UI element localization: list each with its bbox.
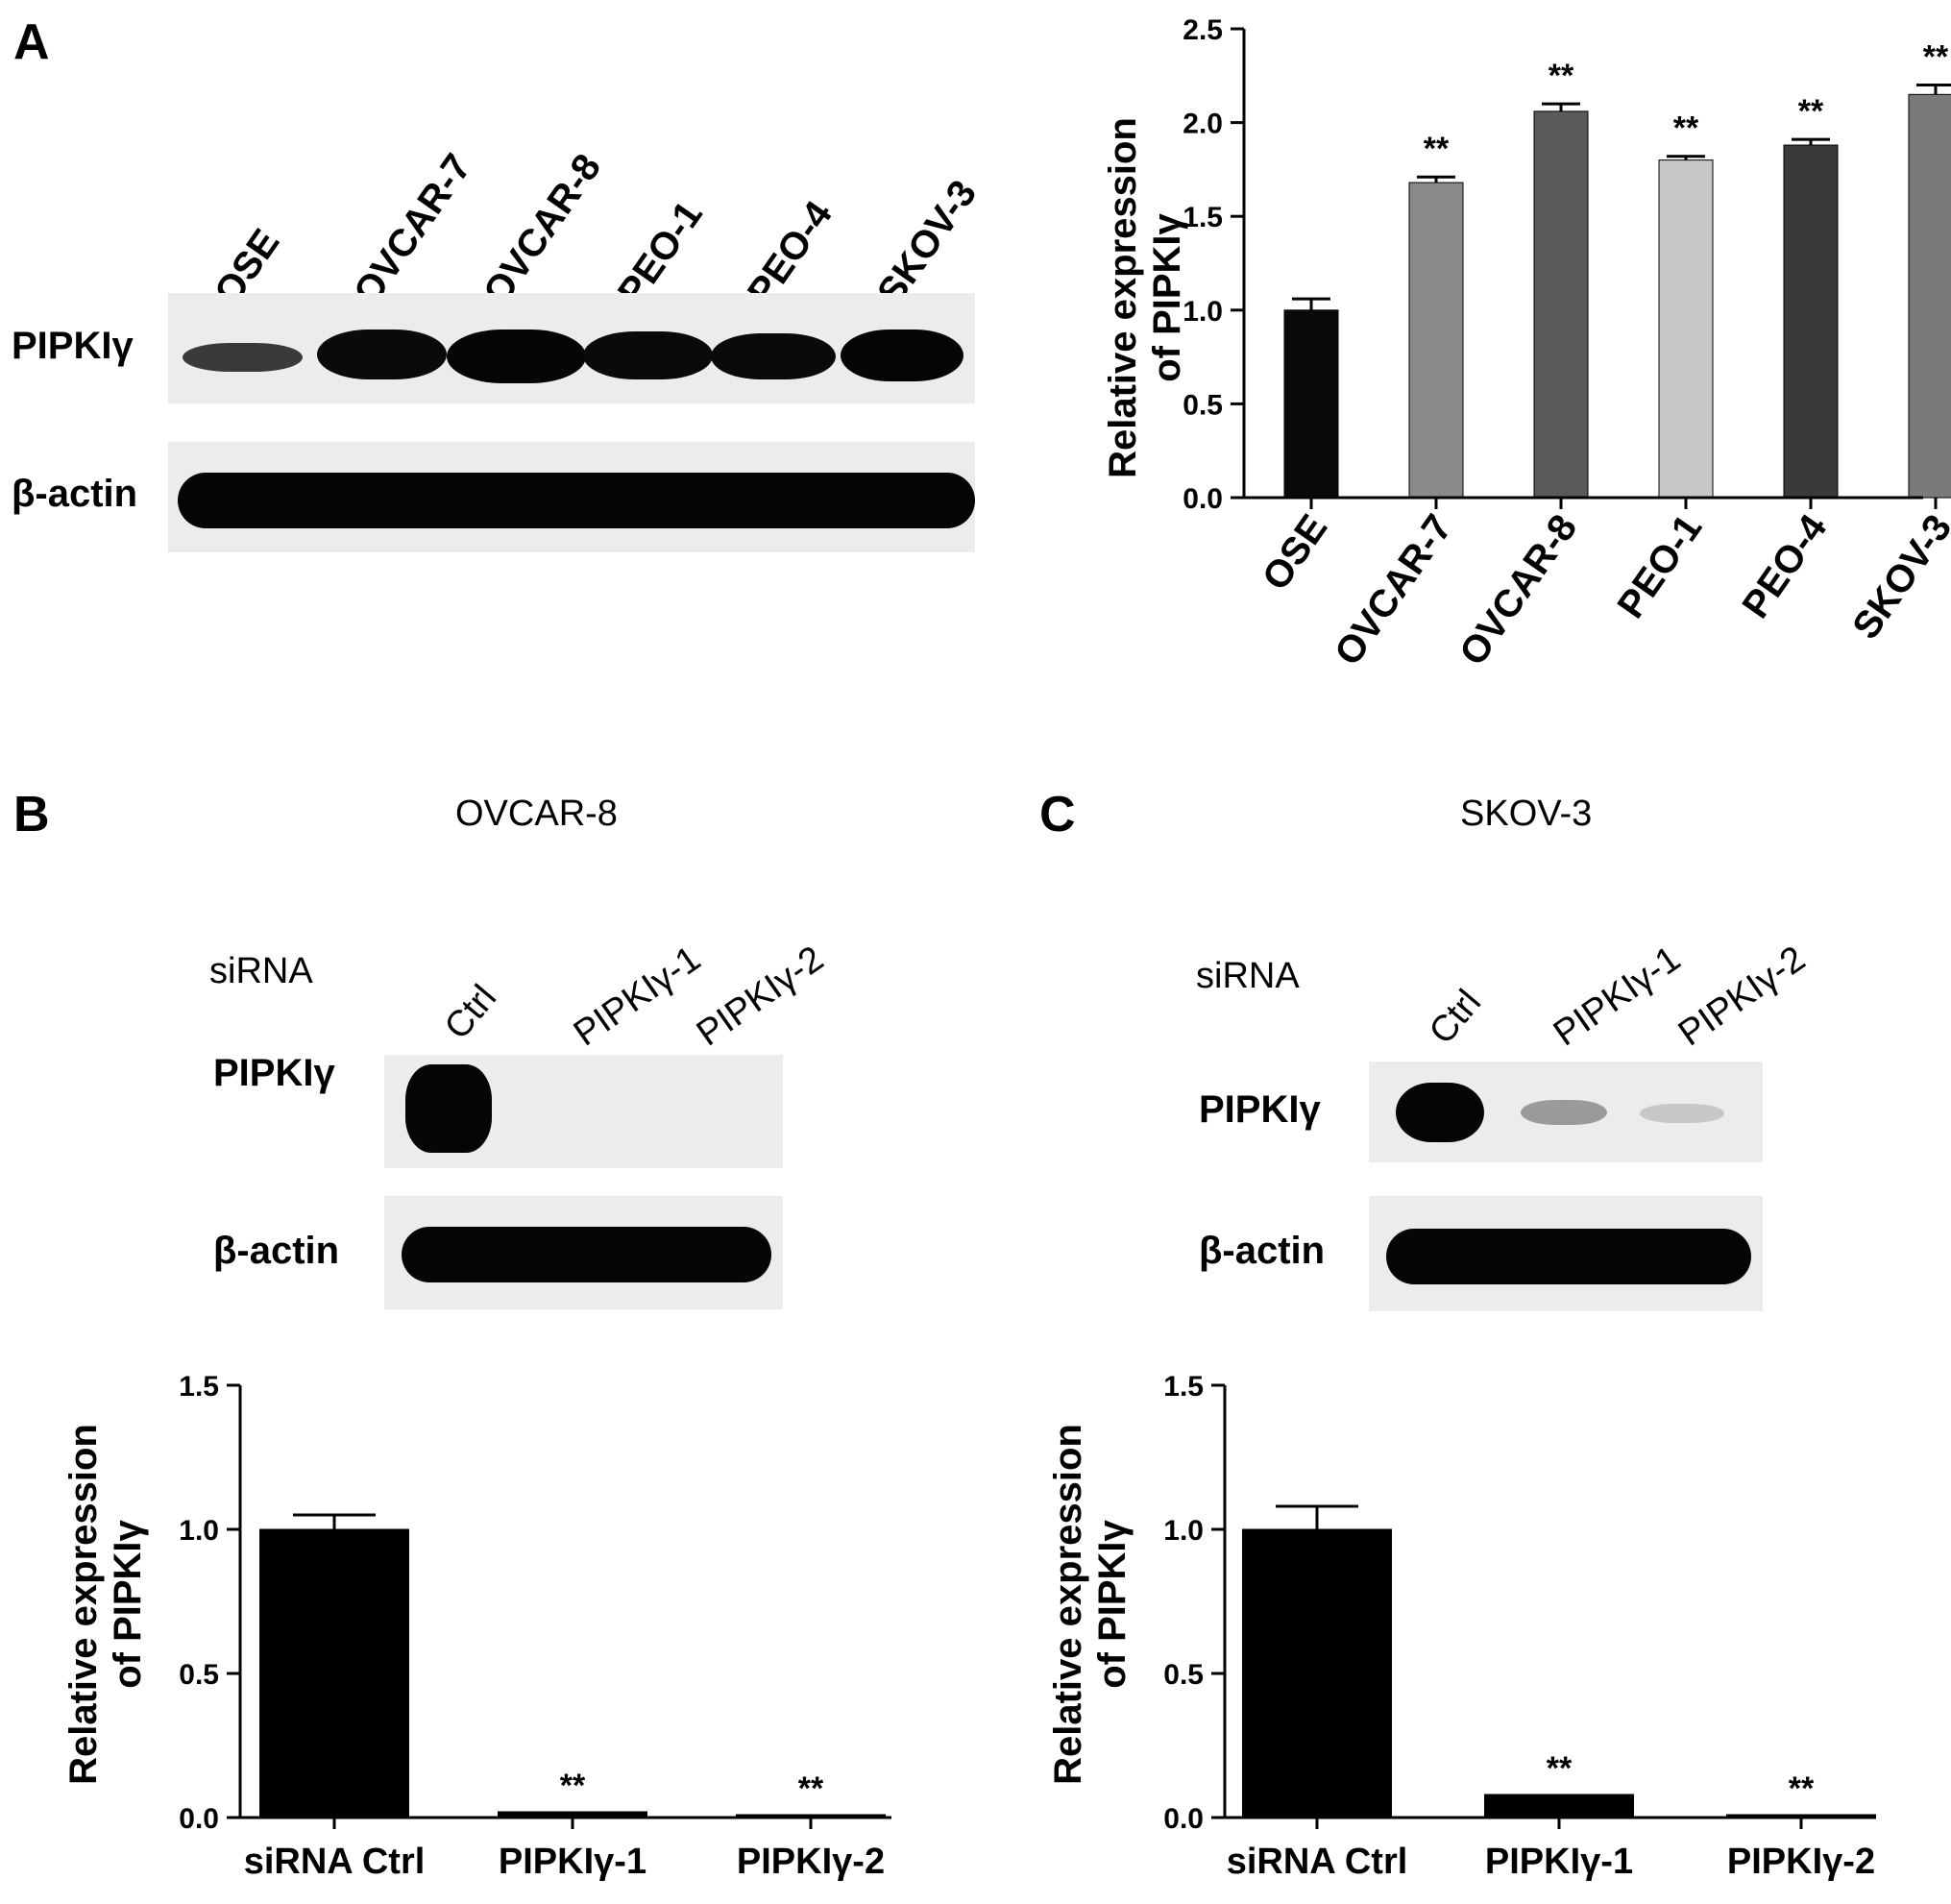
- y-tick-label: 0.5: [1183, 389, 1223, 421]
- blot-band: [1521, 1100, 1607, 1125]
- y-tick-label: 0.5: [1163, 1659, 1204, 1691]
- y-tick-label: 0.0: [1183, 483, 1223, 515]
- panel-letter-b: B: [13, 787, 50, 842]
- blot-a-actin-membrane: [168, 442, 975, 552]
- blot-band: [1386, 1229, 1751, 1284]
- y-tick-label: 0.5: [179, 1659, 219, 1691]
- bar: [1484, 1794, 1634, 1819]
- bar: [1408, 182, 1464, 499]
- x-tick-label: PIPKIγ-1: [499, 1842, 646, 1882]
- significance-marker: **: [1549, 58, 1574, 94]
- panel-letter-c: C: [1039, 787, 1076, 842]
- blot-band: [402, 1227, 771, 1282]
- chart-b-ylabel-line2: of PIPKIγ: [107, 1519, 149, 1688]
- bar: [259, 1528, 409, 1819]
- blot-band: [405, 1064, 492, 1153]
- x-tick-label: PIPKIγ-2: [1727, 1842, 1875, 1882]
- y-tick-label: 1.0: [1163, 1515, 1204, 1547]
- x-tick-label: OVCAR-7: [1327, 507, 1460, 673]
- panel-letter-a: A: [13, 14, 50, 70]
- x-tick-label: PEO-4: [1734, 506, 1835, 625]
- blot-b-row-label-actin: β-actin: [213, 1230, 340, 1272]
- bar: [1283, 309, 1339, 499]
- y-tick-label: 2.0: [1183, 109, 1223, 140]
- chart-a: ** ** ** ** ** 0.0 0.5 1.0 1.5 2.0 2.5 OSEOVCAR-7…: [1102, 14, 1951, 673]
- significance-marker: **: [1798, 93, 1824, 130]
- y-tick-label: 1.5: [1163, 1371, 1204, 1403]
- panel-b-title: OVCAR-8: [455, 793, 618, 834]
- y-tick-label: 2.5: [1183, 14, 1223, 46]
- significance-marker: **: [798, 1770, 824, 1807]
- y-tick-label: 1.5: [1183, 202, 1223, 233]
- blot-a-pipki-membrane: [168, 293, 975, 403]
- x-tick-label: siRNA Ctrl: [1227, 1842, 1408, 1882]
- blot-c-actin-membrane: [1369, 1196, 1763, 1311]
- blot-c-lane-label: Ctrl: [1422, 982, 1490, 1052]
- blot-c-row-label-actin: β-actin: [1199, 1230, 1326, 1272]
- chart-c-ylabel-line1: Relative expression: [1047, 1424, 1089, 1785]
- blot-b-lane-label: Ctrl: [437, 977, 505, 1047]
- x-tick-label: OVCAR-8: [1451, 507, 1585, 673]
- blot-b-sirna-label: siRNA: [209, 951, 313, 991]
- blot-b-pipki-membrane: [384, 1055, 783, 1168]
- y-tick-label: 0.0: [1163, 1803, 1204, 1835]
- significance-marker: **: [1424, 131, 1450, 167]
- blot-band: [183, 343, 303, 372]
- chart-c: ** ** 0.0 0.5 1.0 1.5 siRNA Ctrl PIPKIγ-1 PIPK…: [1047, 1371, 1876, 1882]
- blot-band: [583, 331, 713, 379]
- blot-b-actin-membrane: [384, 1196, 783, 1309]
- panel-c-title: SKOV-3: [1460, 793, 1593, 834]
- y-tick-label: 1.0: [1183, 296, 1223, 328]
- significance-marker: **: [1547, 1750, 1573, 1787]
- blot-b-lane-label: PIPKIγ-2: [690, 938, 831, 1055]
- x-tick-label: siRNA Ctrl: [244, 1842, 426, 1882]
- x-tick-label: PEO-1: [1609, 507, 1710, 626]
- blot-c-lane-label: PIPKIγ-1: [1547, 938, 1688, 1055]
- x-tick-label: PIPKIγ-2: [737, 1842, 885, 1882]
- significance-marker: **: [1789, 1770, 1815, 1807]
- bar: [1783, 144, 1839, 499]
- blot-band: [178, 473, 975, 528]
- blot-band: [841, 330, 963, 381]
- y-tick-label: 1.0: [179, 1515, 219, 1547]
- bar: [1533, 110, 1589, 499]
- blot-c-sirna-label: siRNA: [1196, 956, 1300, 996]
- bar: [1908, 93, 1951, 499]
- blot-band: [317, 330, 447, 379]
- blot-c-lane-label: PIPKIγ-2: [1671, 938, 1813, 1055]
- blot-band: [447, 330, 586, 383]
- significance-marker: **: [1673, 110, 1699, 147]
- blot-band: [1640, 1104, 1724, 1123]
- blot-a-row-label-actin: β-actin: [12, 473, 138, 515]
- bar: [1658, 159, 1714, 499]
- x-tick-label: SKOV-3: [1844, 507, 1951, 647]
- blot-band: [1396, 1083, 1484, 1142]
- chart-b-ylabel-line1: Relative expression: [62, 1424, 105, 1785]
- blot-band: [711, 333, 836, 379]
- blot-a-lane-label: OVCAR-7: [346, 146, 480, 313]
- blot-c-row-label-pipki: PIPKIγ: [1199, 1088, 1321, 1131]
- blot-a-lane-label: SKOV-3: [869, 172, 986, 313]
- bar: [1242, 1528, 1392, 1819]
- blot-b-row-label-pipki: PIPKIγ: [213, 1052, 335, 1094]
- chart-b: ** ** 0.0 0.5 1.0 1.5 siRNA Ctrl PIPKIγ-1 PIPK…: [62, 1371, 891, 1882]
- chart-a-ylabel-line2: of PIPKIγ: [1146, 212, 1188, 381]
- y-tick-label: 1.5: [179, 1371, 219, 1403]
- blot-c-pipki-membrane: [1369, 1062, 1763, 1162]
- significance-marker: **: [1923, 39, 1949, 76]
- chart-c-ylabel-line2: of PIPKIγ: [1091, 1519, 1134, 1688]
- significance-marker: **: [560, 1768, 586, 1804]
- chart-a-ylabel-line1: Relative expression: [1102, 117, 1144, 478]
- blot-a-row-label-pipki: PIPKIγ: [12, 325, 134, 367]
- y-tick-label: 0.0: [179, 1803, 219, 1835]
- x-tick-label: OSE: [1255, 507, 1336, 598]
- blot-b-lane-label: PIPKIγ-1: [567, 938, 708, 1055]
- x-tick-label: PIPKIγ-1: [1485, 1842, 1633, 1882]
- blot-a-lane-label: OVCAR-8: [476, 146, 610, 313]
